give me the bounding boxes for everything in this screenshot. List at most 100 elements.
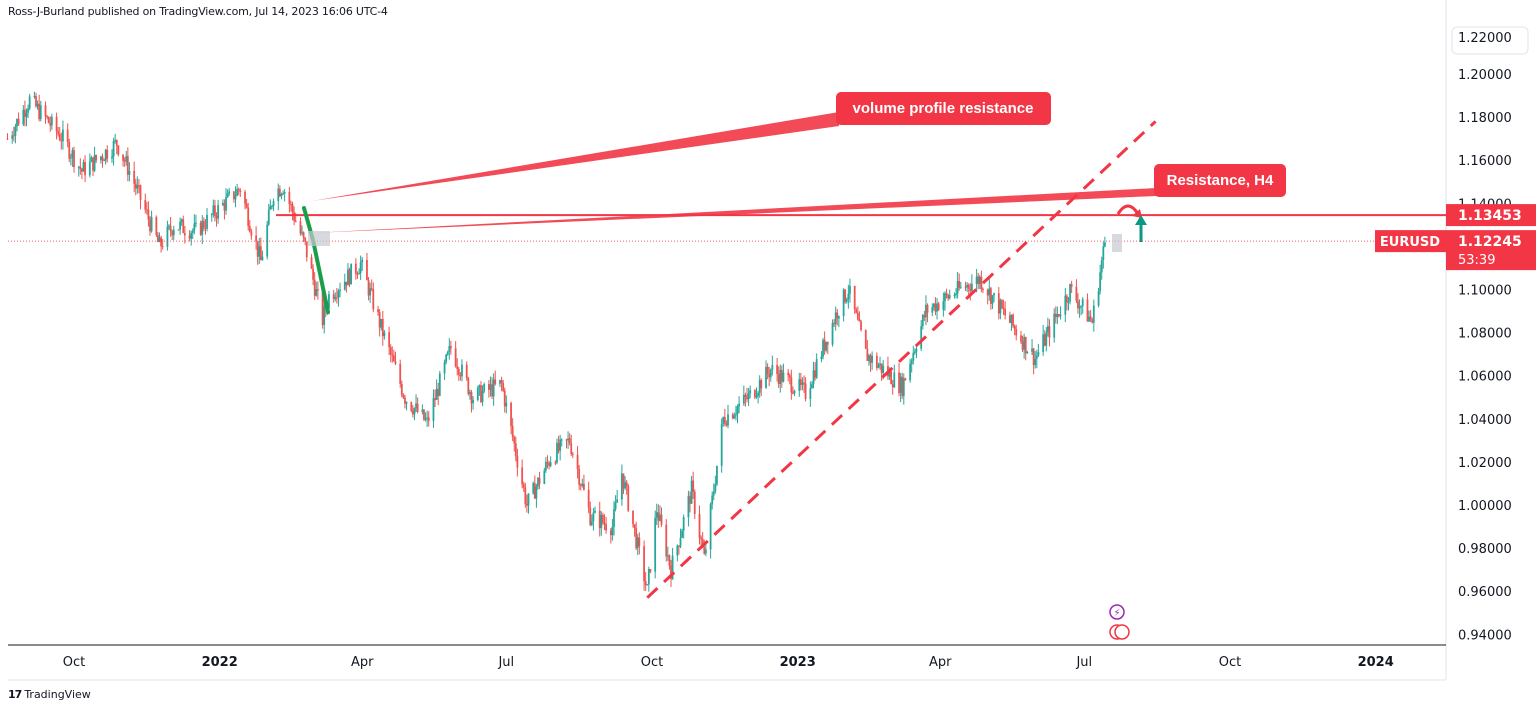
candle-body [571, 453, 574, 455]
published-header: Ross-J-Burland published on TradingView.… [8, 5, 388, 18]
candle-body [93, 154, 96, 171]
candle-body [1002, 307, 1005, 310]
candle-body [842, 289, 845, 317]
price-axis[interactable]: 1.200001.180001.160001.140001.100001.080… [1448, 0, 1536, 643]
candle-body [17, 118, 20, 125]
candle-body [166, 226, 169, 247]
candle-body [272, 201, 275, 207]
candle-body [269, 206, 272, 210]
candle-body [583, 483, 585, 490]
candle-body [144, 199, 147, 210]
candle-body [366, 259, 368, 281]
candle-body [714, 484, 717, 492]
candle-body [676, 545, 679, 556]
candle-body [73, 150, 75, 168]
candle-body [321, 290, 324, 325]
candle-body [847, 293, 850, 300]
candle-body [1065, 295, 1068, 303]
time-axis[interactable]: Oct 2022 Apr Jul Oct 2023 Apr Jul Oct 2024 [63, 655, 1394, 670]
candle-body [934, 303, 937, 312]
candle-body [1008, 315, 1011, 323]
candle-body [831, 322, 834, 345]
candle-body [494, 379, 497, 384]
candle-body [50, 116, 53, 126]
candle-body [44, 105, 47, 117]
candle-body [958, 280, 961, 288]
candle-body [6, 138, 9, 140]
candle-body [893, 372, 896, 388]
candle-body [499, 380, 501, 384]
candle-body [568, 438, 571, 444]
candle-body [643, 546, 645, 582]
candle-body [168, 225, 170, 227]
candle-body [701, 539, 704, 548]
candle-body [316, 289, 319, 291]
candle-body [456, 366, 459, 369]
candle-body [749, 390, 752, 394]
candle-body [602, 514, 604, 523]
candle-body [478, 385, 481, 388]
candle-body [1069, 284, 1071, 302]
candle-body [88, 161, 91, 176]
candle-body [394, 361, 397, 364]
candle-body [36, 103, 39, 107]
candle-body [157, 235, 159, 242]
candle-body [27, 108, 29, 113]
candle-body [372, 289, 375, 310]
candle-body [788, 375, 791, 378]
candle-body [39, 105, 42, 120]
candle-body [516, 456, 519, 468]
candle-body [977, 276, 980, 284]
candle-body [112, 140, 115, 157]
candle-body [590, 521, 593, 525]
candle-body [160, 237, 162, 247]
candle-body [500, 380, 503, 383]
candle-body [188, 235, 191, 239]
candle-body [565, 439, 568, 441]
candle-body [944, 293, 946, 302]
candle-body [443, 362, 446, 374]
symbol-text: EURUSD [1380, 235, 1440, 250]
candle-body [622, 473, 625, 489]
time-tick-label: Jul [497, 655, 514, 670]
candle-body [1046, 326, 1049, 333]
candle-body [689, 496, 691, 504]
candle-body [161, 246, 164, 248]
candle-body [809, 388, 812, 399]
candle-body [1064, 295, 1067, 315]
candle-body [392, 355, 395, 362]
candle-body [215, 216, 218, 219]
candle-body [413, 408, 416, 415]
candle-body [758, 380, 761, 393]
candle-body [966, 284, 969, 288]
candle-body [92, 157, 94, 171]
candle-body [633, 524, 636, 529]
candle-body [301, 232, 303, 234]
candle-body [844, 289, 847, 302]
candle-body [106, 149, 109, 159]
candle-body [913, 351, 916, 353]
candle-body [901, 376, 904, 397]
h4-callout-pointer [312, 188, 1156, 233]
candle-body [692, 480, 695, 492]
candle-body [126, 156, 129, 175]
candle-body [202, 220, 205, 228]
candle-body [183, 232, 186, 236]
candle-body [69, 157, 72, 159]
time-tick-label: Apr [929, 655, 952, 670]
candles [6, 91, 1106, 592]
candle-body [735, 414, 737, 416]
candle-body [46, 116, 48, 118]
candle-body [449, 346, 452, 349]
candle-body [959, 286, 962, 288]
candle-body [380, 318, 383, 328]
candle-body [35, 95, 37, 107]
candle-body [1024, 336, 1027, 354]
candle-body [288, 192, 291, 205]
rejection-arrowhead [1132, 209, 1142, 218]
candle-body [687, 496, 690, 518]
candle-body [282, 193, 284, 195]
candle-body [1077, 300, 1079, 309]
candle-body [193, 223, 196, 231]
